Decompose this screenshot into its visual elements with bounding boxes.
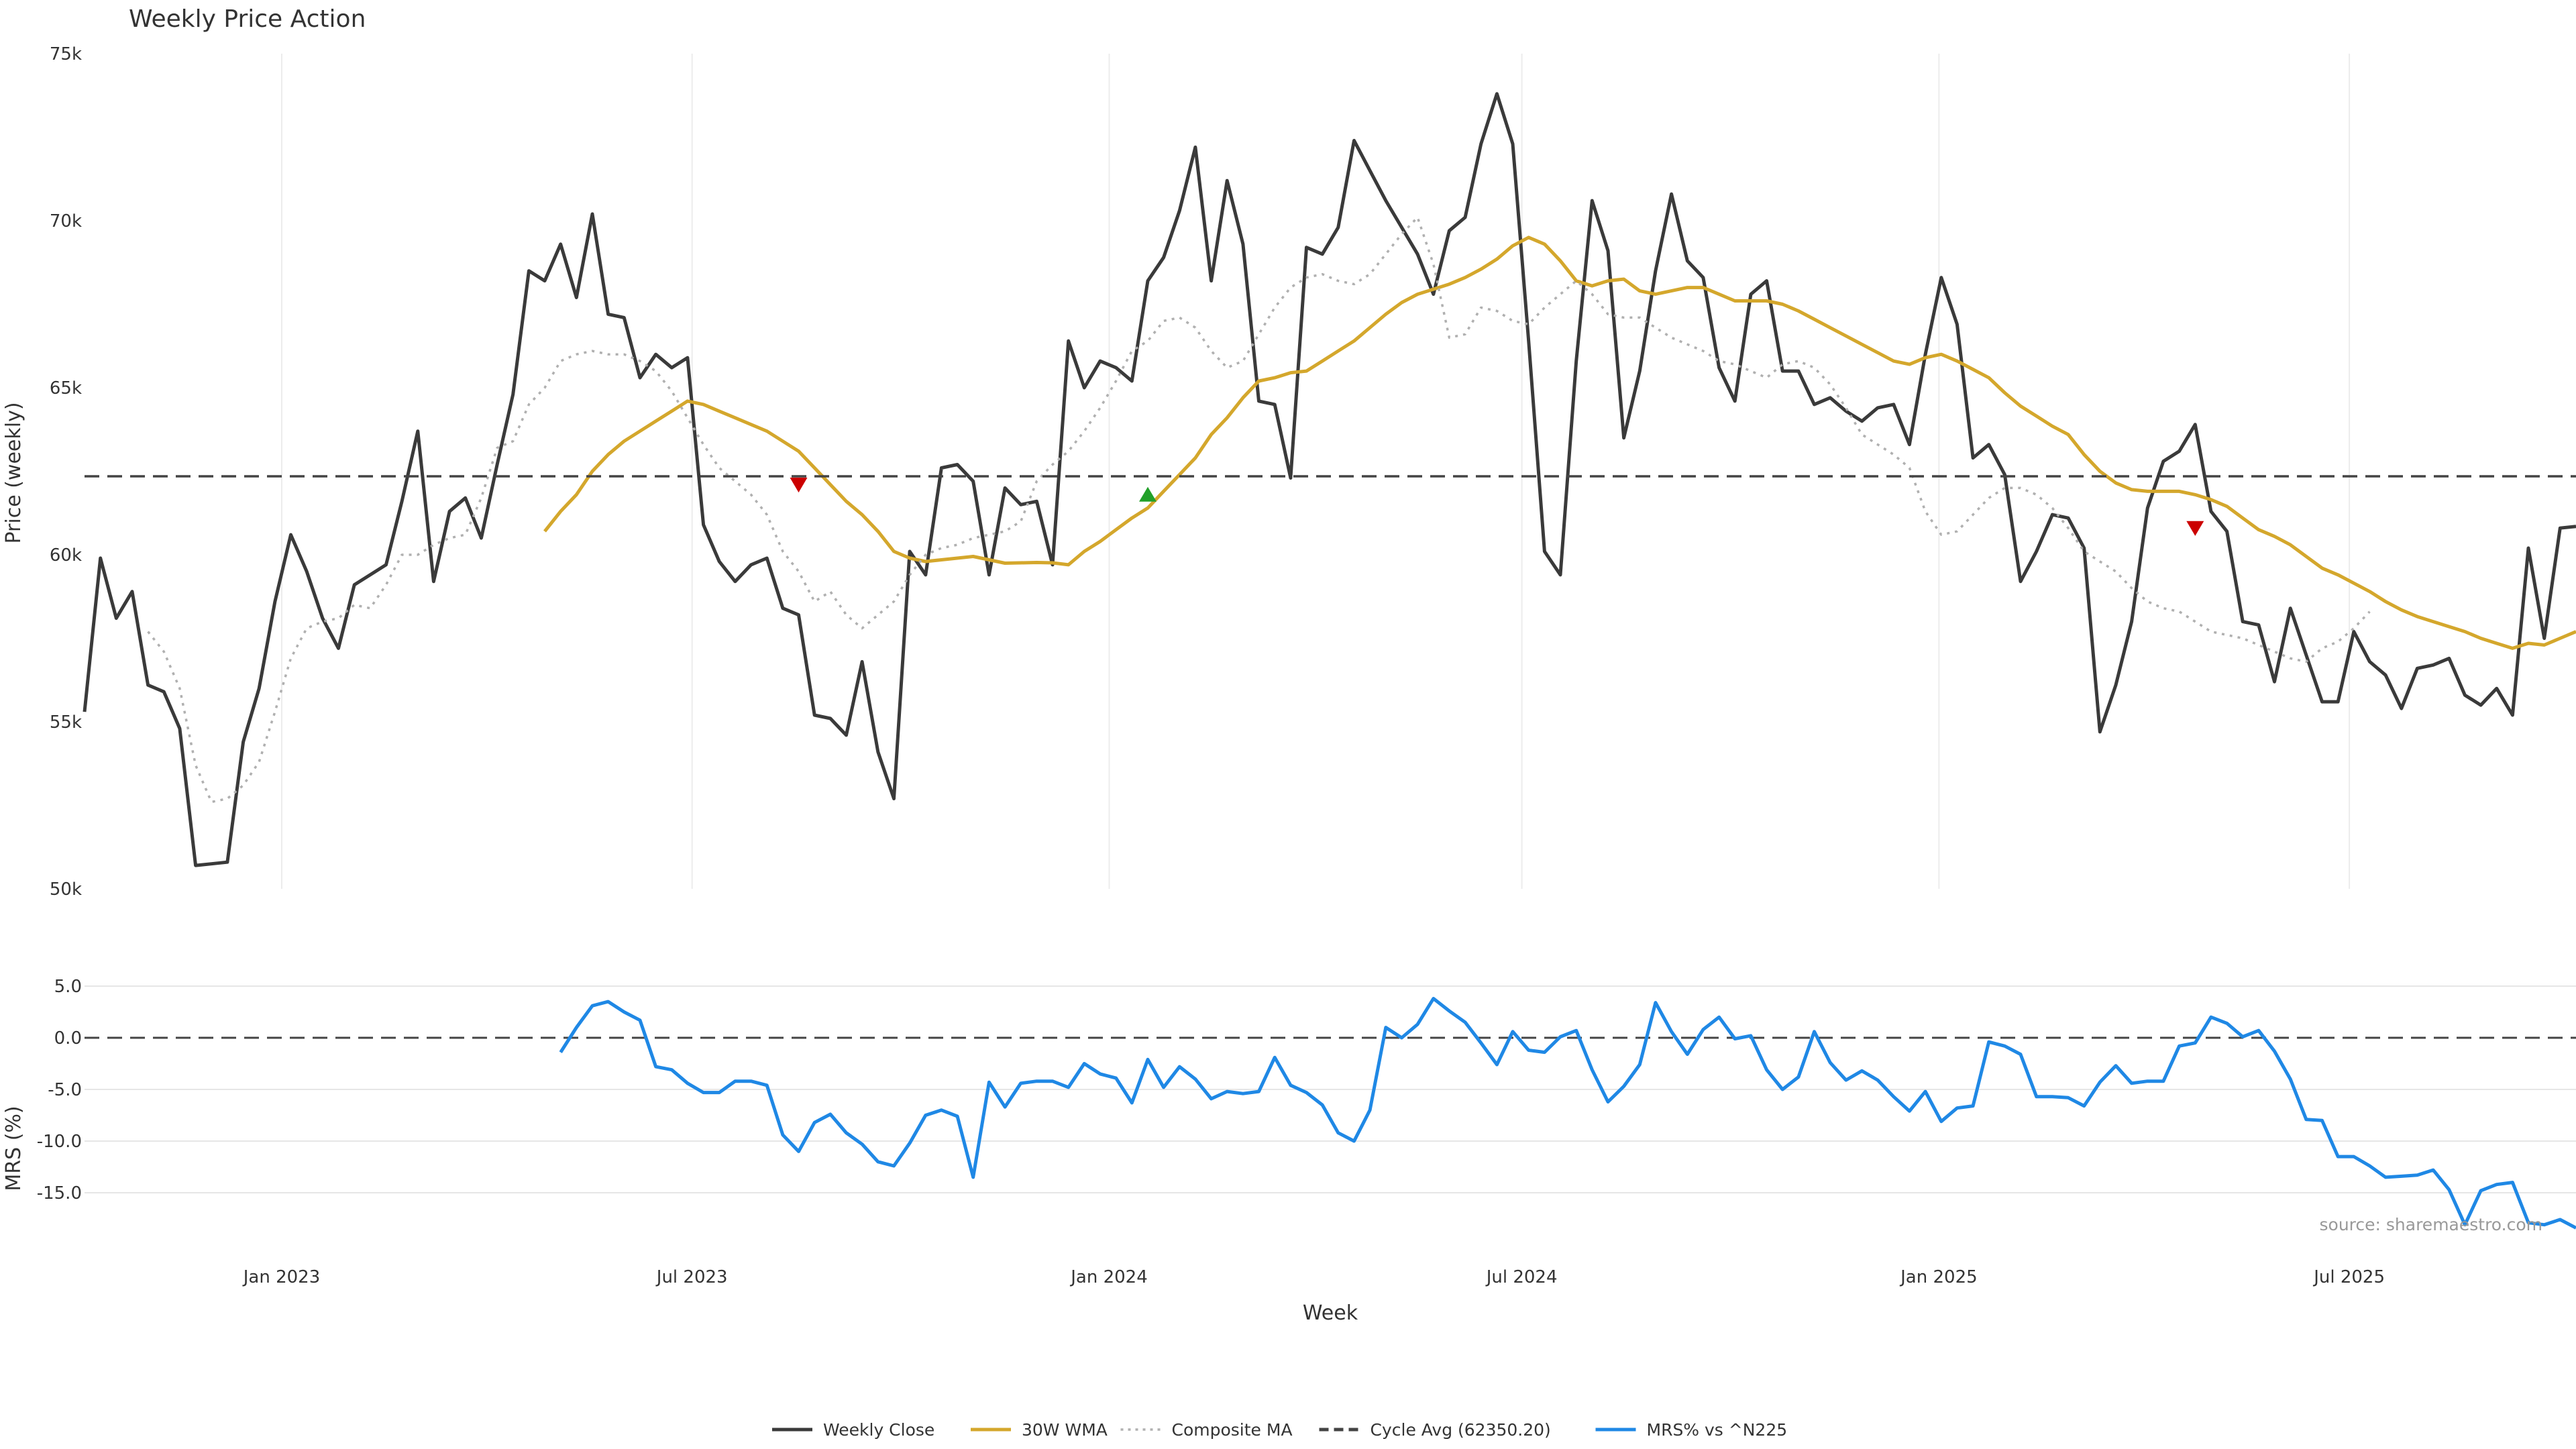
mrs-panel: 5.0 0.0 -5.0 -10.0 -15.0 Jan 2023 Jul 2023 Jan … [37, 977, 2576, 1287]
legend-item-weekly-close: Weekly Close [772, 1420, 934, 1440]
mrs-y-tick-label: -15.0 [37, 1183, 82, 1203]
legend: Weekly Close 30W WMA Composite MA Cycle Avg… [772, 1420, 1787, 1440]
legend-label: 30W WMA [1022, 1420, 1108, 1440]
x-tick-label: Jul 2025 [2312, 1267, 2385, 1287]
buy-signal-marker [1139, 486, 1157, 502]
series-composite-ma [147, 216, 2371, 804]
legend-item-cycle-avg-62350-20: Cycle Avg (62350.20) [1319, 1420, 1551, 1440]
mrs-axis-label: MRS (%) [2, 1106, 25, 1191]
sell-signal-marker [2186, 521, 2204, 536]
mrs-y-tick-label: -5.0 [48, 1080, 82, 1100]
price-y-tick-label: 65k [50, 378, 82, 398]
mrs-y-tick-label: 0.0 [54, 1028, 82, 1049]
price-axis-label: Price (weekly) [2, 402, 25, 543]
mrs-y-tick-label: -10.0 [37, 1132, 82, 1152]
x-tick-label: Jul 2024 [1485, 1267, 1558, 1287]
legend-item-composite-ma: Composite MA [1120, 1420, 1293, 1440]
mrs-y-tick-label: 5.0 [54, 977, 82, 997]
legend-label: Weekly Close [823, 1420, 934, 1440]
price-y-tick-label: 60k [50, 545, 82, 566]
series-weekly-close [83, 92, 2576, 867]
legend-label: Composite MA [1172, 1420, 1293, 1440]
price-y-tick-label: 70k [50, 211, 82, 231]
sell-signal-marker [790, 478, 808, 493]
legend-label: MRS% vs ^N225 [1647, 1420, 1788, 1440]
x-tick-label: Jan 2024 [1069, 1267, 1148, 1287]
series-mrs-vs-n225 [559, 997, 2576, 1230]
legend-item-30w-wma: 30W WMA [971, 1420, 1108, 1440]
price-y-tick-label: 50k [50, 879, 82, 900]
x-tick-label: Jan 2023 [242, 1267, 321, 1287]
series-30w-wma [543, 235, 2576, 650]
price-panel: 50k 55k 60k 65k 70k 75k [50, 44, 2576, 900]
legend-item-mrs-vs-n225: MRS% vs ^N225 [1595, 1420, 1788, 1440]
chart-title: Weekly Price Action [129, 5, 366, 33]
x-tick-label: Jul 2023 [655, 1267, 728, 1287]
price-y-tick-label: 55k [50, 712, 82, 733]
price-y-tick-label: 75k [50, 44, 82, 64]
x-tick-label: Jan 2025 [1899, 1267, 1978, 1287]
x-axis-label: Week [1303, 1301, 1358, 1325]
source-watermark: source: sharemaestro.com [2320, 1215, 2543, 1234]
legend-label: Cycle Avg (62350.20) [1371, 1420, 1551, 1440]
